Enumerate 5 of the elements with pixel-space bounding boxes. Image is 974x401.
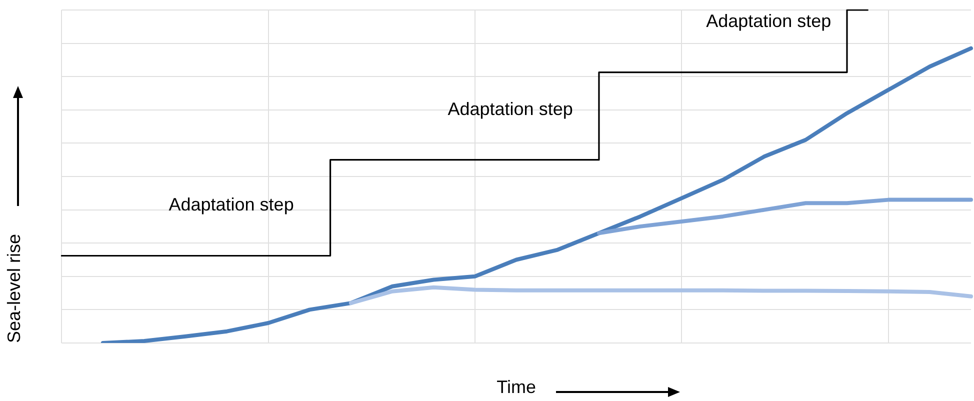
annotation: Adaptation step: [706, 11, 832, 32]
x-axis-title: Time: [496, 377, 536, 398]
y-axis-title: Sea-level rise: [4, 234, 24, 343]
annotation: Adaptation step: [448, 98, 573, 119]
annotation: Adaptation step: [168, 194, 294, 215]
